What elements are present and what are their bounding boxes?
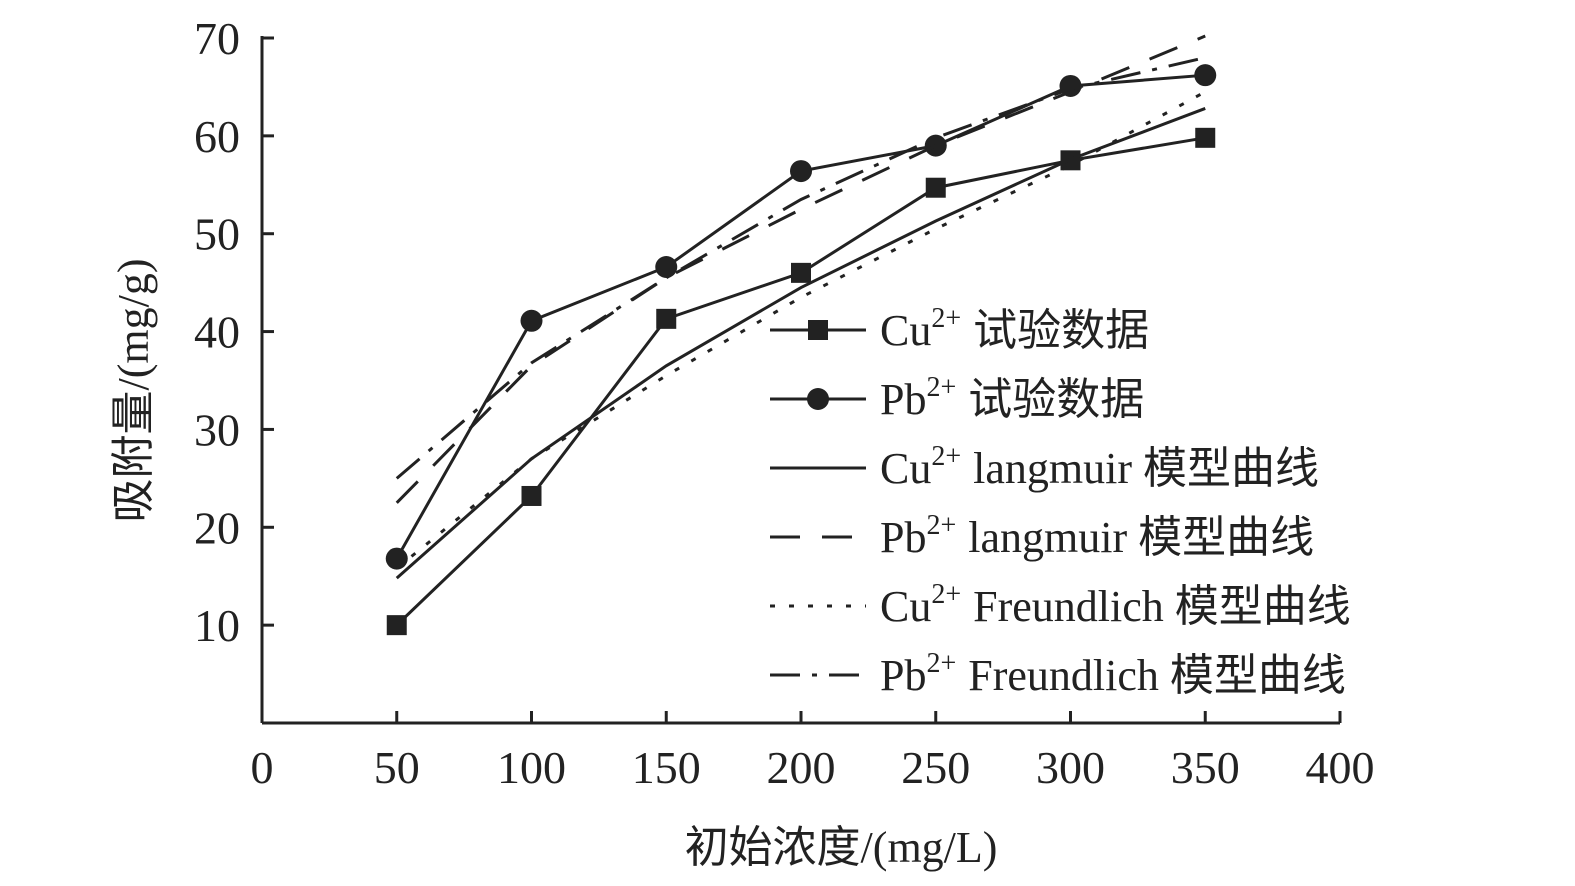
series-line — [395, 56, 1206, 480]
legend-entry: Cu2+ langmuir 模型曲线 — [770, 441, 1319, 493]
x-tick-label: 250 — [901, 742, 970, 793]
y-tick-label: 70 — [194, 13, 240, 64]
data-point — [521, 485, 542, 506]
legend-series-name: langmuir 模型曲线 — [968, 513, 1314, 562]
series-1 — [385, 64, 1217, 570]
legend-marker — [807, 388, 829, 410]
legend-ion: Pb — [880, 651, 926, 700]
data-point — [386, 615, 407, 636]
series-line — [395, 90, 1206, 570]
x-tick-label: 200 — [767, 742, 836, 793]
x-tick-label: 100 — [497, 742, 566, 793]
legend-ion: Cu — [880, 444, 931, 493]
legend-series-name: Freundlich 模型曲线 — [968, 651, 1346, 700]
y-tick-label: 10 — [194, 600, 240, 651]
data-point — [791, 262, 811, 283]
legend-entry: Pb2+ Freundlich 模型曲线 — [770, 648, 1346, 700]
legend-charge: 2+ — [931, 579, 961, 610]
legend-entry: Pb2+ 试验数据 — [770, 372, 1144, 424]
legend-series-name: 试验数据 — [968, 375, 1144, 424]
y-tick-label: 20 — [194, 502, 240, 553]
x-axis-title: 初始浓度/(mg/L) — [685, 823, 998, 872]
legend-label: Pb2+ langmuir 模型曲线 — [880, 510, 1314, 562]
series-4 — [395, 90, 1206, 570]
y-tick-label: 50 — [194, 209, 240, 260]
legend-entry: Pb2+ langmuir 模型曲线 — [770, 510, 1314, 562]
y-tick-label: 60 — [194, 111, 240, 162]
legend-label: Cu2+ Freundlich 模型曲线 — [880, 579, 1351, 631]
legend-ion: Pb — [880, 513, 926, 562]
legend-charge: 2+ — [931, 441, 961, 472]
y-tick-label: 40 — [194, 307, 240, 358]
legend-entry: Cu2+ 试验数据 — [770, 303, 1149, 355]
axes: 0 50 100 150 200 250 300 350 400 10 20 30 40 50 60 70 — [194, 13, 1375, 793]
legend-label: Pb2+ Freundlich 模型曲线 — [880, 648, 1346, 700]
data-point — [655, 255, 678, 278]
legend-ion: Cu — [880, 306, 931, 355]
legend-charge: 2+ — [926, 510, 956, 541]
legend-charge: 2+ — [931, 303, 961, 334]
y-axis-title: 吸附量/(mg/g) — [109, 259, 158, 523]
legend-charge: 2+ — [926, 372, 956, 403]
legend-charge: 2+ — [926, 648, 956, 679]
x-tick-label: 350 — [1171, 742, 1240, 793]
legend-series-name: Freundlich 模型曲线 — [973, 582, 1351, 631]
legend-label: Pb2+ 试验数据 — [880, 372, 1144, 424]
legend-series-name: 试验数据 — [973, 306, 1149, 355]
data-point — [790, 160, 812, 183]
series-layer — [385, 34, 1217, 636]
y-tick-label: 30 — [194, 404, 240, 455]
legend-marker — [808, 320, 828, 340]
x-tick-label: 150 — [632, 742, 701, 793]
legend-ion: Pb — [880, 375, 926, 424]
legend-entry: Cu2+ Freundlich 模型曲线 — [770, 579, 1351, 631]
legend-series-name: langmuir 模型曲线 — [973, 444, 1319, 493]
data-point — [656, 308, 677, 329]
x-tick-label: 50 — [374, 742, 420, 793]
x-tick-label: 0 — [251, 742, 274, 793]
data-point — [925, 177, 946, 198]
series-3 — [395, 34, 1206, 504]
x-tick-label: 400 — [1306, 742, 1375, 793]
series-line — [395, 34, 1206, 504]
data-point — [520, 309, 543, 332]
data-point — [1195, 127, 1216, 148]
data-point — [1194, 64, 1217, 87]
legend-label: Cu2+ 试验数据 — [880, 303, 1149, 355]
x-tick-label: 300 — [1036, 742, 1105, 793]
data-point — [385, 547, 408, 570]
series-5 — [395, 56, 1206, 480]
legend-label: Cu2+ langmuir 模型曲线 — [880, 441, 1319, 493]
legend-ion: Cu — [880, 582, 931, 631]
